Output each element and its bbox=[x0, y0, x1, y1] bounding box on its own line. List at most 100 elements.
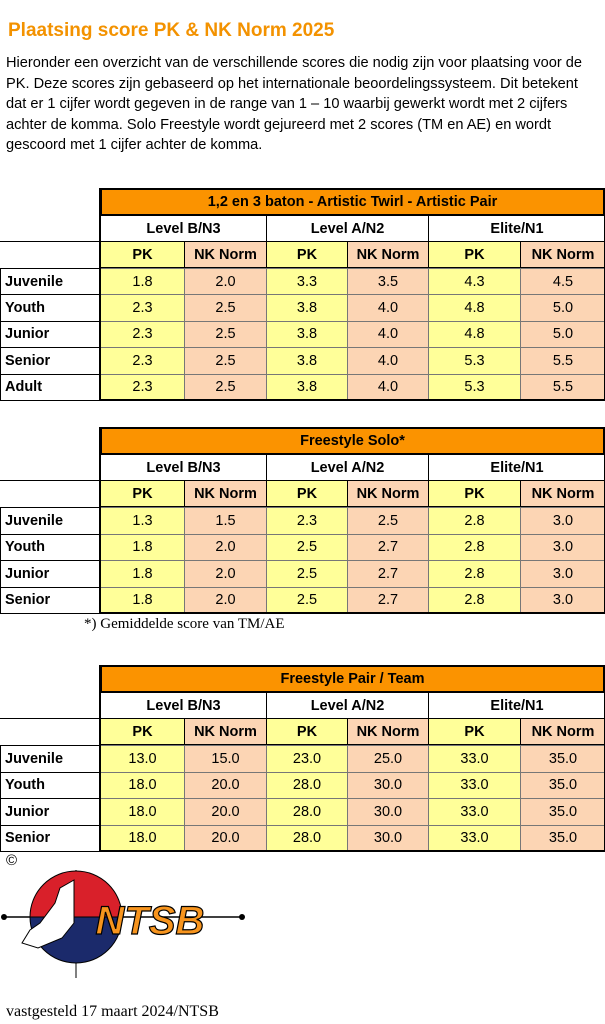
score-cell: 4.8 bbox=[428, 320, 521, 349]
copyright-symbol: © bbox=[6, 852, 18, 869]
row-label: Juvenile bbox=[0, 268, 101, 296]
level-header: Level A/N2 bbox=[266, 692, 429, 719]
level-header: Level B/N3 bbox=[100, 454, 267, 481]
score-cell: 1.3 bbox=[100, 507, 185, 535]
score-cell: 4.8 bbox=[428, 294, 521, 322]
column-header: PK bbox=[100, 718, 185, 745]
score-cell: 5.0 bbox=[520, 320, 605, 349]
score-cell: 3.0 bbox=[520, 533, 605, 561]
score-cell: 35.0 bbox=[520, 798, 605, 826]
score-cell: 5.5 bbox=[520, 347, 605, 375]
score-cell: 2.0 bbox=[184, 560, 267, 588]
divider bbox=[0, 480, 100, 481]
score-cell: 23.0 bbox=[266, 745, 348, 773]
score-cell: 5.3 bbox=[428, 373, 521, 401]
level-header: Elite/N1 bbox=[428, 692, 605, 719]
row-label: Junior bbox=[0, 320, 101, 349]
score-cell: 4.0 bbox=[347, 373, 429, 401]
column-header: NK Norm bbox=[184, 480, 267, 507]
page-title: Plaatsing score PK & NK Norm 2025 bbox=[8, 20, 335, 41]
column-header: PK bbox=[428, 480, 521, 507]
column-header: NK Norm bbox=[520, 241, 605, 268]
score-cell: 5.0 bbox=[520, 294, 605, 322]
score-cell: 2.0 bbox=[184, 533, 267, 561]
score-cell: 35.0 bbox=[520, 771, 605, 799]
score-cell: 1.8 bbox=[100, 586, 185, 614]
score-cell: 30.0 bbox=[347, 824, 429, 852]
score-cell: 2.7 bbox=[347, 586, 429, 614]
row-label: Youth bbox=[0, 294, 101, 322]
table-title: Freestyle Pair / Team bbox=[100, 665, 605, 692]
column-header: PK bbox=[266, 718, 348, 745]
score-cell: 2.8 bbox=[428, 560, 521, 588]
column-header: NK Norm bbox=[347, 718, 429, 745]
level-header: Elite/N1 bbox=[428, 454, 605, 481]
column-header: NK Norm bbox=[184, 241, 267, 268]
row-label: Junior bbox=[0, 798, 101, 826]
score-cell: 5.5 bbox=[520, 373, 605, 401]
score-cell: 2.3 bbox=[266, 507, 348, 535]
footnote: *) Gemiddelde score van TM/AE bbox=[84, 616, 285, 632]
score-cell: 2.3 bbox=[100, 320, 185, 349]
score-cell: 3.8 bbox=[266, 347, 348, 375]
score-cell: 20.0 bbox=[184, 798, 267, 826]
score-cell: 3.8 bbox=[266, 373, 348, 401]
row-label: Adult bbox=[0, 373, 101, 401]
svg-text:NTSB: NTSB bbox=[96, 899, 205, 943]
row-label: Juvenile bbox=[0, 745, 101, 773]
score-cell: 33.0 bbox=[428, 771, 521, 799]
level-header: Level B/N3 bbox=[100, 692, 267, 719]
score-cell: 4.5 bbox=[520, 268, 605, 296]
score-cell: 1.8 bbox=[100, 268, 185, 296]
score-cell: 13.0 bbox=[100, 745, 185, 773]
column-header: PK bbox=[100, 241, 185, 268]
score-cell: 3.0 bbox=[520, 507, 605, 535]
score-cell: 5.3 bbox=[428, 347, 521, 375]
score-cell: 35.0 bbox=[520, 745, 605, 773]
column-header: PK bbox=[100, 480, 185, 507]
row-label: Senior bbox=[0, 824, 101, 852]
column-header: NK Norm bbox=[520, 480, 605, 507]
divider bbox=[0, 241, 100, 242]
level-header: Level A/N2 bbox=[266, 215, 429, 242]
score-cell: 30.0 bbox=[347, 771, 429, 799]
score-cell: 2.8 bbox=[428, 507, 521, 535]
score-cell: 28.0 bbox=[266, 771, 348, 799]
level-header: Level B/N3 bbox=[100, 215, 267, 242]
score-cell: 20.0 bbox=[184, 771, 267, 799]
score-cell: 2.5 bbox=[266, 586, 348, 614]
score-cell: 3.3 bbox=[266, 268, 348, 296]
score-cell: 4.0 bbox=[347, 320, 429, 349]
score-cell: 28.0 bbox=[266, 824, 348, 852]
score-cell: 2.0 bbox=[184, 586, 267, 614]
ntsb-logo: NTSB bbox=[1, 870, 245, 978]
score-cell: 1.8 bbox=[100, 560, 185, 588]
score-cell: 18.0 bbox=[100, 824, 185, 852]
score-cell: 18.0 bbox=[100, 771, 185, 799]
column-header: NK Norm bbox=[184, 718, 267, 745]
score-cell: 2.7 bbox=[347, 560, 429, 588]
column-header: PK bbox=[428, 241, 521, 268]
score-cell: 2.5 bbox=[184, 373, 267, 401]
score-cell: 33.0 bbox=[428, 798, 521, 826]
score-cell: 3.0 bbox=[520, 586, 605, 614]
score-cell: 3.5 bbox=[347, 268, 429, 296]
score-cell: 2.5 bbox=[184, 294, 267, 322]
score-cell: 33.0 bbox=[428, 745, 521, 773]
score-cell: 18.0 bbox=[100, 798, 185, 826]
score-cell: 2.8 bbox=[428, 533, 521, 561]
score-cell: 2.5 bbox=[347, 507, 429, 535]
column-header: PK bbox=[266, 480, 348, 507]
row-label: Youth bbox=[0, 771, 101, 799]
score-cell: 15.0 bbox=[184, 745, 267, 773]
column-header: PK bbox=[266, 241, 348, 268]
score-cell: 2.7 bbox=[347, 533, 429, 561]
score-cell: 2.0 bbox=[184, 268, 267, 296]
score-cell: 33.0 bbox=[428, 824, 521, 852]
score-cell: 3.0 bbox=[520, 560, 605, 588]
score-cell: 25.0 bbox=[347, 745, 429, 773]
score-cell: 20.0 bbox=[184, 824, 267, 852]
score-cell: 35.0 bbox=[520, 824, 605, 852]
score-cell: 28.0 bbox=[266, 798, 348, 826]
score-cell: 1.5 bbox=[184, 507, 267, 535]
